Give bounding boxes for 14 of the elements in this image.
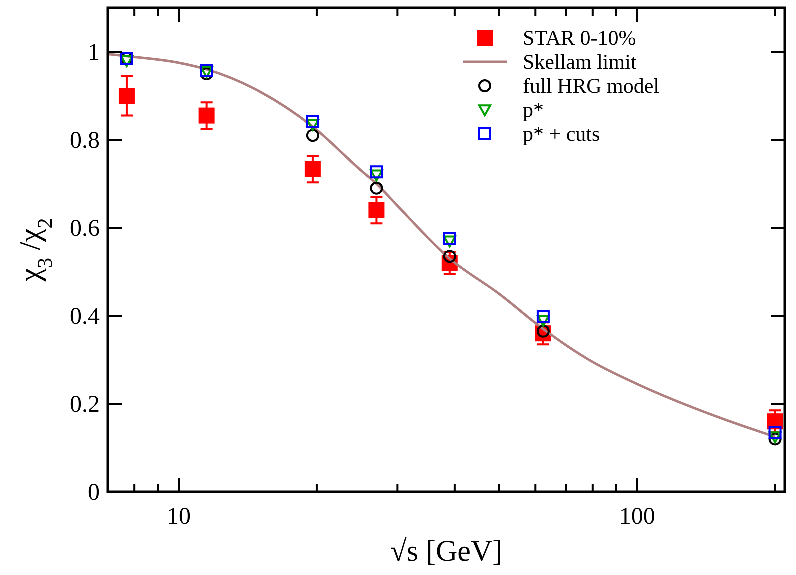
y-tick-label: 0.8 bbox=[70, 128, 100, 154]
y-tick-label: 0.2 bbox=[70, 392, 100, 418]
legend-label: STAR 0-10% bbox=[523, 26, 636, 50]
y-tick-label: 1 bbox=[88, 40, 100, 66]
legend-label: full HRG model bbox=[523, 74, 660, 98]
legend-label: Skellam limit bbox=[523, 50, 637, 74]
y-tick-label: 0.6 bbox=[70, 216, 100, 242]
x-tick-label: 10 bbox=[166, 504, 191, 530]
x-axis-title: √s [GeV] bbox=[390, 535, 503, 568]
x-tick-label: 100 bbox=[619, 504, 656, 530]
legend-label: p* + cuts bbox=[523, 122, 600, 146]
y-tick-label: 0 bbox=[88, 480, 100, 506]
y-tick-label: 0.4 bbox=[70, 304, 100, 330]
legend-label: p* bbox=[523, 98, 544, 122]
